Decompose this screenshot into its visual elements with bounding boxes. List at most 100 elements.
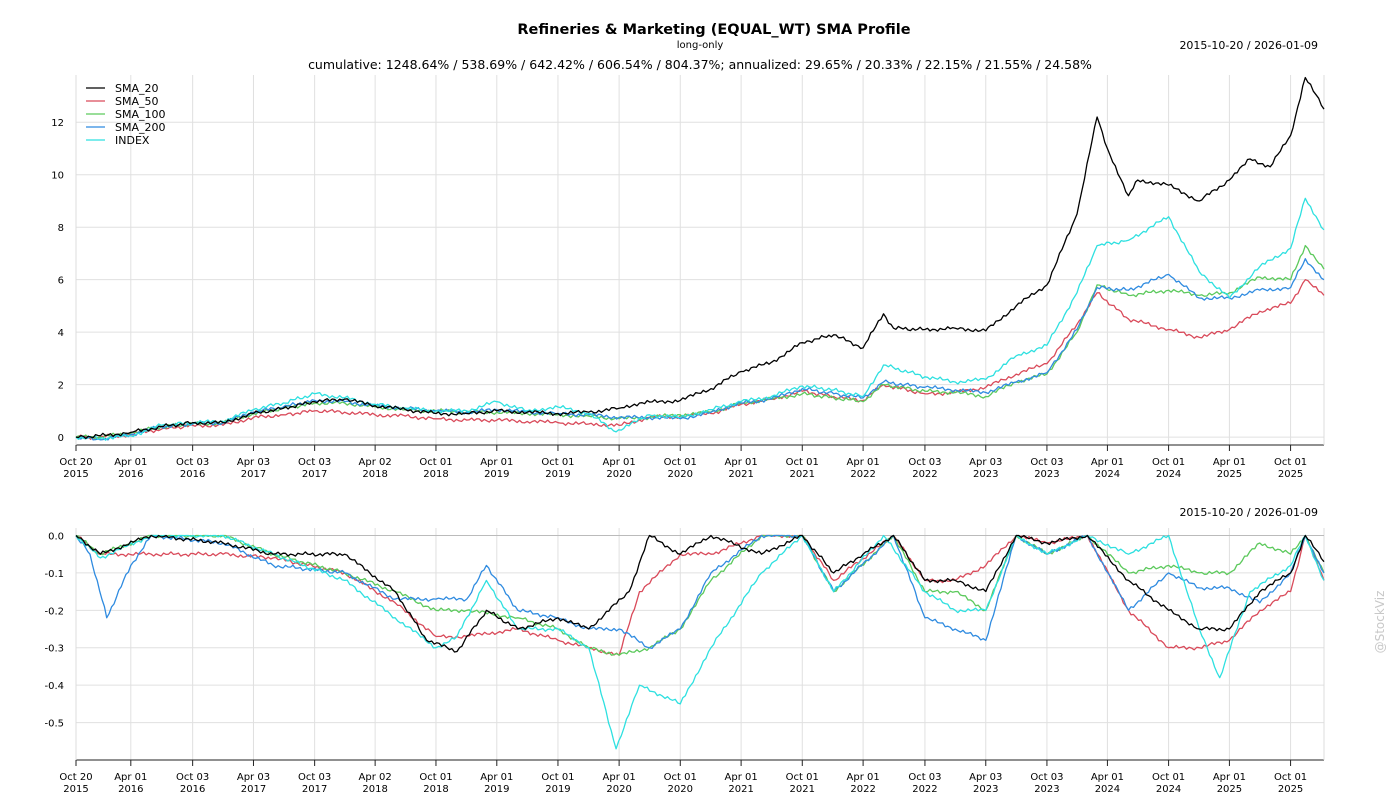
y-tick-label: -0.2: [44, 606, 64, 617]
x-tick-label-year: 2016: [180, 784, 205, 795]
x-tick-label-year: 2020: [606, 784, 631, 795]
x-tick-label-year: 2019: [545, 469, 570, 480]
legend-label: SMA_20: [115, 82, 159, 95]
chart-title: Refineries & Marketing (EQUAL_WT) SMA Pr…: [517, 22, 910, 38]
x-tick-label: Oct 01: [1274, 457, 1307, 468]
legend-label: SMA_50: [115, 95, 159, 108]
date-range-top: 2015-10-20 / 2026-01-09: [1179, 39, 1318, 52]
x-tick-label-year: 2021: [728, 784, 753, 795]
x-tick-label: Apr 01: [1213, 457, 1246, 468]
x-tick-label-year: 2019: [484, 469, 509, 480]
series-line-index-drawdown: [75, 534, 1325, 750]
x-tick-label: Apr 02: [359, 772, 392, 783]
x-tick-label: Apr 03: [969, 772, 1002, 783]
x-tick-label-year: 2025: [1217, 469, 1242, 480]
x-tick-label: Apr 01: [847, 772, 880, 783]
x-tick-label-year: 2025: [1217, 784, 1242, 795]
x-tick-label-year: 2024: [1095, 469, 1120, 480]
x-tick-label: Apr 01: [1091, 772, 1124, 783]
x-tick-label: Oct 01: [1274, 772, 1307, 783]
x-tick-label-year: 2020: [668, 469, 693, 480]
y-tick-label: 6: [58, 276, 64, 287]
x-tick-label: Apr 01: [480, 772, 513, 783]
x-tick-label: Apr 03: [969, 457, 1002, 468]
series-line-sma-20: [75, 76, 1325, 440]
x-tick-label-year: 2021: [728, 469, 753, 480]
x-tick-label: Oct 03: [908, 772, 941, 783]
series-line-sma-20-drawdown: [75, 534, 1325, 653]
y-tick-label: 2: [58, 381, 64, 392]
stats-line: cumulative: 1248.64% / 538.69% / 642.42%…: [308, 57, 1092, 72]
x-tick-label-year: 2025: [1278, 784, 1303, 795]
x-tick-label-year: 2023: [1034, 784, 1059, 795]
x-tick-label: Oct 03: [1030, 772, 1063, 783]
series-line-index: [75, 197, 1325, 441]
series-line-sma-100-drawdown: [75, 534, 1325, 656]
x-tick-label: Apr 01: [1213, 772, 1246, 783]
date-range-bottom: 2015-10-20 / 2026-01-09: [1179, 506, 1318, 519]
y-tick-label: -0.1: [44, 569, 64, 580]
chart-subtitle: long-only: [677, 40, 724, 51]
x-tick-label: Apr 03: [237, 457, 270, 468]
series-line-sma-200: [75, 258, 1325, 441]
legend-label: SMA_200: [115, 121, 166, 134]
x-tick-label: Apr 01: [603, 457, 636, 468]
x-tick-label: Oct 03: [176, 772, 209, 783]
x-tick-label: Oct 20: [59, 772, 92, 783]
y-tick-label: 12: [51, 118, 64, 129]
legend-label: SMA_100: [115, 108, 166, 121]
x-tick-label-year: 2024: [1095, 784, 1120, 795]
x-tick-label-year: 2022: [912, 784, 937, 795]
y-tick-label: 0.0: [48, 531, 64, 542]
x-tick-label-year: 2018: [423, 469, 448, 480]
x-tick-label-year: 2018: [423, 784, 448, 795]
x-tick-label: Oct 01: [1152, 772, 1185, 783]
y-tick-label: -0.5: [44, 719, 64, 730]
y-tick-label: 8: [58, 223, 64, 234]
x-tick-label: Apr 03: [237, 772, 270, 783]
x-tick-label-year: 2018: [362, 784, 387, 795]
x-tick-label: Apr 01: [847, 457, 880, 468]
x-tick-label-year: 2018: [362, 469, 387, 480]
x-tick-label-year: 2024: [1156, 469, 1181, 480]
x-tick-label-year: 2023: [973, 469, 998, 480]
x-tick-label-year: 2015: [63, 784, 88, 795]
x-tick-label-year: 2016: [180, 469, 205, 480]
x-tick-label: Oct 01: [541, 457, 574, 468]
x-tick-label: Apr 01: [725, 772, 758, 783]
x-tick-label-year: 2023: [973, 784, 998, 795]
x-tick-label-year: 2017: [302, 784, 327, 795]
x-tick-label-year: 2015: [63, 469, 88, 480]
x-tick-label: Apr 01: [1091, 457, 1124, 468]
x-tick-label: Oct 03: [1030, 457, 1063, 468]
x-tick-label: Oct 01: [664, 457, 697, 468]
y-tick-label: 4: [58, 328, 64, 339]
x-tick-label-year: 2025: [1278, 469, 1303, 480]
x-tick-label: Oct 01: [541, 772, 574, 783]
x-tick-label: Apr 01: [725, 457, 758, 468]
x-tick-label: Oct 01: [419, 772, 452, 783]
x-tick-label: Oct 01: [664, 772, 697, 783]
x-tick-label: Apr 01: [603, 772, 636, 783]
x-tick-label: Oct 03: [298, 772, 331, 783]
series-line-sma-200-drawdown: [75, 534, 1325, 650]
x-tick-label-year: 2021: [790, 784, 815, 795]
x-tick-label-year: 2021: [790, 469, 815, 480]
y-tick-label: 0: [58, 433, 64, 444]
x-tick-label-year: 2016: [118, 469, 143, 480]
x-tick-label-year: 2016: [118, 784, 143, 795]
x-tick-label-year: 2017: [241, 469, 266, 480]
x-tick-label: Oct 01: [786, 457, 819, 468]
x-tick-label: Apr 01: [114, 772, 147, 783]
x-tick-label-year: 2022: [912, 469, 937, 480]
x-tick-label: Apr 01: [114, 457, 147, 468]
x-tick-label-year: 2022: [850, 469, 875, 480]
x-tick-label: Oct 03: [908, 457, 941, 468]
x-tick-label-year: 2017: [302, 469, 327, 480]
y-tick-label: -0.4: [44, 681, 64, 692]
y-tick-label: 10: [51, 171, 64, 182]
